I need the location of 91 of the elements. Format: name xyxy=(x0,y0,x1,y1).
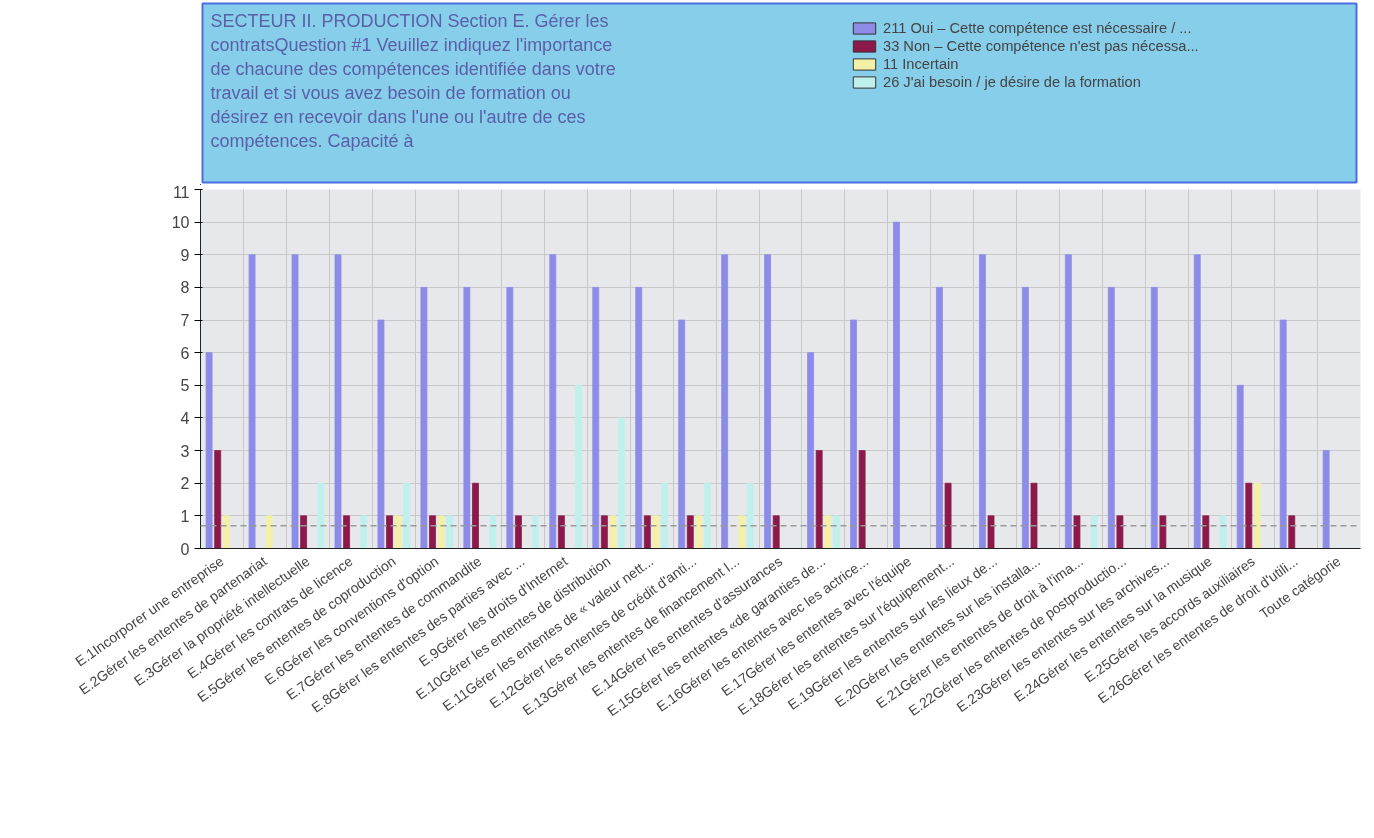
y-tick-label: 3 xyxy=(180,442,190,460)
bar xyxy=(936,287,943,549)
bar xyxy=(772,515,780,549)
bar xyxy=(532,515,540,549)
y-tick-label: 2 xyxy=(180,475,190,493)
y-tick-label: 4 xyxy=(180,409,190,427)
bar xyxy=(343,515,350,549)
bar xyxy=(1073,515,1081,549)
y-tick-label: 11 xyxy=(172,183,190,201)
bar xyxy=(557,515,565,549)
bar xyxy=(600,515,608,549)
bar xyxy=(944,482,952,549)
bar xyxy=(394,515,402,549)
bar xyxy=(489,515,497,549)
bar xyxy=(1253,482,1261,549)
bar xyxy=(291,254,299,549)
bar xyxy=(661,482,668,549)
bar xyxy=(429,515,436,549)
bar xyxy=(1288,515,1296,549)
legend-label: 11 Incertain xyxy=(883,56,959,72)
bar xyxy=(1116,515,1124,549)
bar xyxy=(1279,319,1287,549)
bar xyxy=(317,482,325,549)
bar xyxy=(446,515,454,549)
bar xyxy=(850,319,857,549)
bar xyxy=(807,352,814,549)
bar xyxy=(506,287,514,549)
y-tick-label: 5 xyxy=(180,377,190,395)
bar xyxy=(1021,287,1029,549)
bar xyxy=(1064,254,1072,549)
bar xyxy=(643,515,651,549)
bar xyxy=(695,515,703,549)
bar xyxy=(1236,384,1244,549)
bar xyxy=(549,254,557,549)
bar xyxy=(824,515,832,549)
y-tick-label: 10 xyxy=(171,214,190,232)
bar xyxy=(377,319,385,549)
bar xyxy=(265,515,273,549)
legend-label: 26 J'ai besoin / je désire de la formation xyxy=(883,74,1141,90)
bar xyxy=(747,482,754,549)
bar xyxy=(1107,287,1115,549)
bar xyxy=(214,450,222,549)
bar xyxy=(893,221,900,549)
bar xyxy=(515,515,522,549)
bar xyxy=(858,450,866,549)
bar xyxy=(1159,515,1167,549)
bar xyxy=(764,254,772,549)
bar xyxy=(575,384,582,549)
y-tick-label: 8 xyxy=(180,279,190,297)
bar xyxy=(815,450,823,549)
bar xyxy=(979,254,986,549)
legend-label: 33 Non – Cette compétence n'est pas nécessa... xyxy=(883,38,1199,54)
bar xyxy=(592,287,600,549)
bar xyxy=(832,515,840,549)
bar xyxy=(334,254,342,549)
bar xyxy=(686,515,694,549)
bar xyxy=(205,352,213,549)
bar xyxy=(738,515,746,549)
bar xyxy=(1202,515,1210,549)
bar xyxy=(360,515,368,549)
bar xyxy=(403,482,411,549)
bar xyxy=(222,515,230,549)
bar xyxy=(420,287,428,549)
bar xyxy=(635,287,643,549)
bar xyxy=(437,515,445,549)
bar xyxy=(472,482,479,549)
chart-title: SECTEUR II. PRODUCTION Section E. Gérer les contratsQuestion #1 Veuillez indiquez l'importance de chacune des compétences identifiée dans votre travail et si vous avez besoin de formation ou désirez en recevoir dans l'une ou l'autre de ces compétences. Capacité à xyxy=(210,10,616,151)
bar xyxy=(300,515,308,549)
bar xyxy=(652,515,660,549)
legend-label: 211 Oui – Cette compétence est nécessaire / ... xyxy=(883,20,1192,36)
bar xyxy=(704,482,711,549)
bar xyxy=(1030,482,1038,549)
y-tick-label: 1 xyxy=(180,507,190,525)
bar xyxy=(618,417,625,549)
bar xyxy=(609,515,617,549)
bar xyxy=(721,254,729,549)
bar xyxy=(248,254,256,549)
bar xyxy=(1219,515,1227,549)
y-tick-label: 7 xyxy=(180,312,190,330)
bar xyxy=(1245,482,1253,549)
y-tick-label: 0 xyxy=(180,540,190,558)
y-tick-label: 6 xyxy=(180,344,190,362)
bar xyxy=(386,515,393,549)
bar xyxy=(1150,287,1158,549)
bar xyxy=(678,319,686,549)
bar xyxy=(1193,254,1201,549)
bar xyxy=(463,287,471,549)
bar xyxy=(1090,515,1098,549)
y-tick-label: 9 xyxy=(180,246,190,264)
bar xyxy=(1322,450,1330,549)
bar xyxy=(987,515,995,549)
